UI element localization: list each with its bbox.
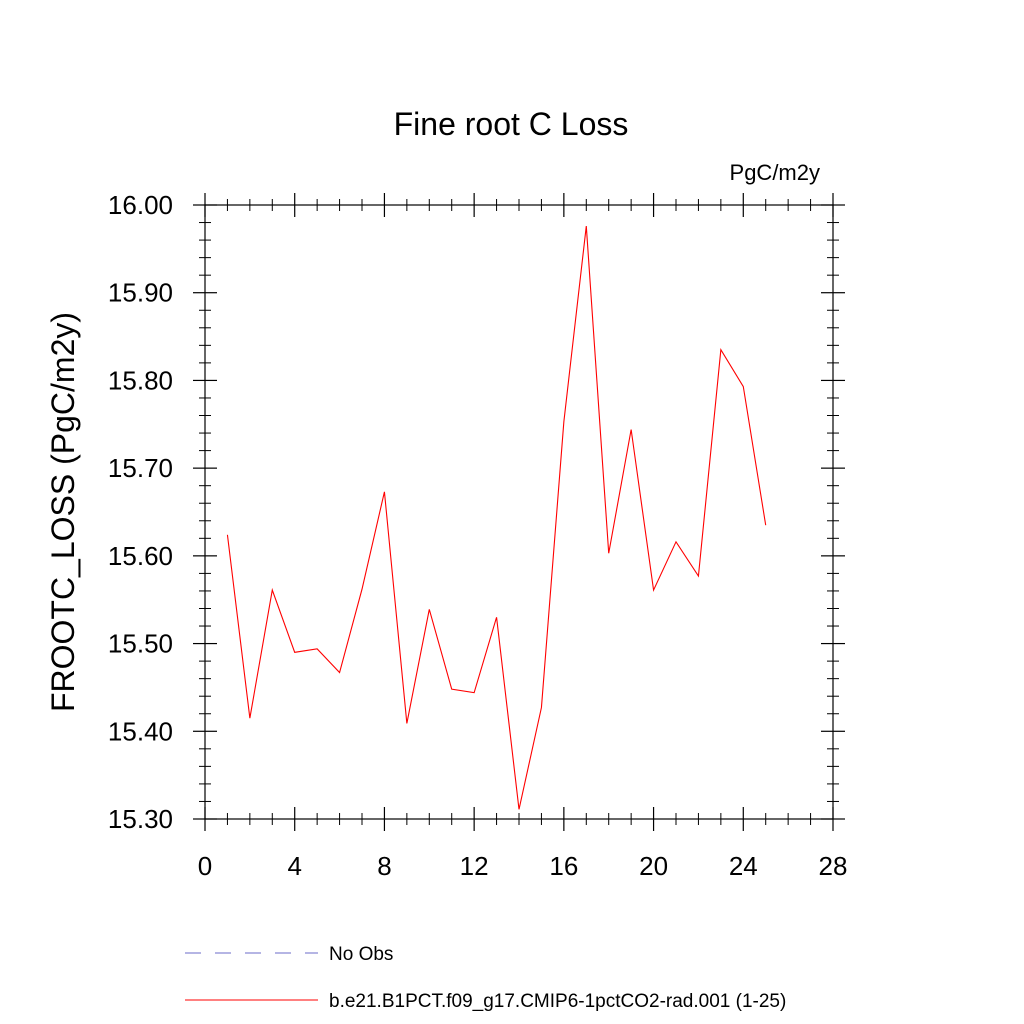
y-tick-label: 15.70	[108, 453, 173, 483]
y-tick-label: 15.80	[108, 365, 173, 395]
y-tick-label: 15.40	[108, 716, 173, 746]
x-tick-label: 8	[377, 851, 391, 881]
x-tick-label: 16	[549, 851, 578, 881]
series-line	[226, 225, 767, 810]
y-tick-label: 15.60	[108, 541, 173, 571]
x-tick-label: 24	[729, 851, 758, 881]
y-tick-label: 15.30	[108, 804, 173, 834]
x-tick-label: 4	[287, 851, 301, 881]
y-tick-label: 16.00	[108, 190, 173, 220]
y-tick-label: 15.90	[108, 278, 173, 308]
x-tick-label: 28	[819, 851, 848, 881]
x-tick-label: 0	[198, 851, 212, 881]
units-label: PgC/m2y	[730, 160, 820, 185]
plot-frame	[204, 204, 834, 820]
x-tick-label: 20	[639, 851, 668, 881]
y-tick-label: 15.50	[108, 629, 173, 659]
y-axis-label: FROOTC_LOSS (PgC/m2y)	[45, 312, 81, 712]
chart-title: Fine root C Loss	[394, 106, 629, 142]
legend-label: No Obs	[329, 944, 393, 965]
x-tick-label: 12	[460, 851, 489, 881]
legend-label: b.e21.B1PCT.f09_g17.CMIP6-1pctCO2-rad.00…	[329, 991, 786, 1012]
